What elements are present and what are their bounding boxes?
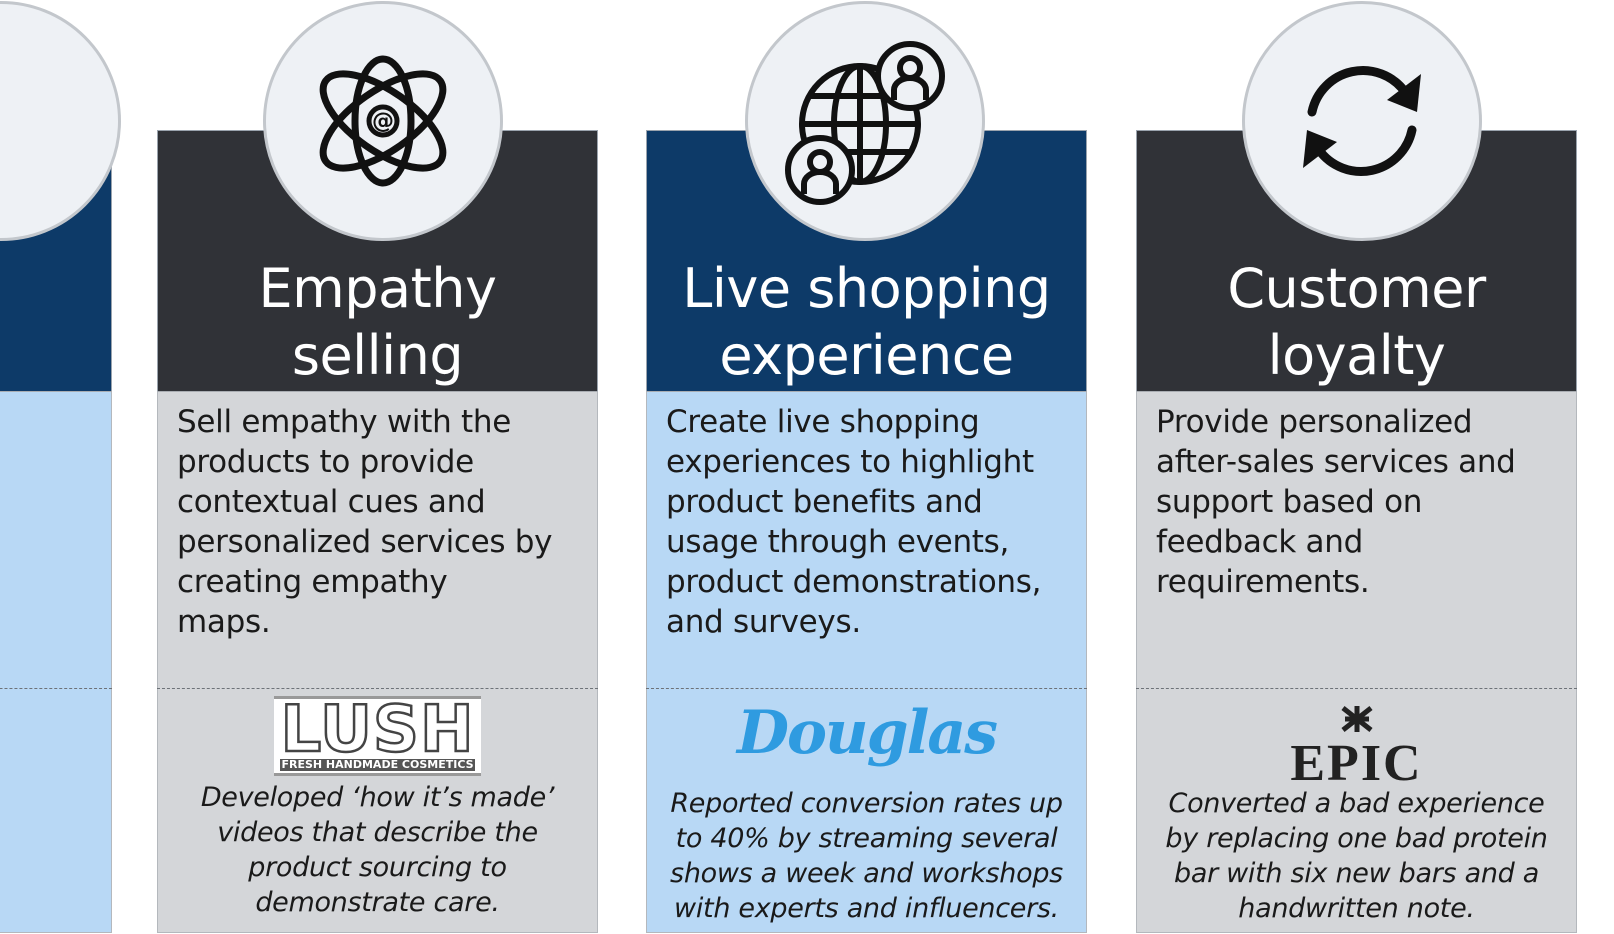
card-title: r: [0, 256, 112, 322]
card-body: [157, 391, 598, 933]
card-description: requirements.: [1156, 564, 1370, 600]
card-title: Customer: [1227, 257, 1486, 320]
example-text: Reported conversion rates up: [670, 788, 1063, 819]
card-title: ce: [0, 323, 112, 389]
logo-emblem: [1340, 706, 1373, 732]
card-description: Create live shopping: [666, 404, 980, 440]
logo-text: LUSH: [279, 693, 475, 767]
example-text: e the: [0, 815, 112, 850]
logo-box: LUSH FRESH HANDMADE COSMETICS: [274, 693, 481, 776]
card-body: [0, 391, 112, 933]
example-text: product sourcing to: [248, 852, 507, 883]
card-description: personalized services by: [177, 524, 553, 560]
card-description: Sell empathy with the: [177, 404, 511, 440]
card-body: [646, 391, 1087, 933]
card-description: creating empathy: [177, 564, 448, 600]
card-title: Live shopping: [682, 257, 1051, 320]
refresh-icon: [1303, 66, 1421, 176]
card-description: after-sales services and: [1156, 444, 1516, 480]
example-text: ough: [0, 850, 112, 885]
svg-text:@: @: [372, 109, 394, 134]
globe-icon: [785, 41, 945, 205]
icon-circle: [745, 1, 985, 241]
card-title: Empathy: [258, 257, 497, 320]
card-description: maps.: [177, 604, 271, 640]
divider: [1136, 688, 1577, 689]
example-text: videos that describe the: [217, 817, 538, 848]
example-text: shows a week and workshops: [670, 858, 1063, 889]
icon-circle: @: [263, 1, 503, 241]
example-text: bar with six new bars and a: [1173, 858, 1539, 889]
card-description: and surveys.: [666, 604, 861, 640]
card-title: experience: [719, 324, 1014, 387]
card-description: support based on: [1156, 484, 1423, 520]
icon-circle: [1242, 1, 1482, 241]
atom-icon: @: [319, 55, 447, 187]
card: rceualtour ofe theoughn.: [0, 130, 112, 933]
example-text: handwritten note.: [1238, 893, 1475, 924]
card-description: product demonstrations,: [666, 564, 1042, 600]
example-text: with experts and influencers.: [674, 893, 1059, 924]
logo: EPIC: [1136, 704, 1577, 790]
example-text: by replacing one bad protein: [1165, 823, 1548, 854]
logo: LUSH FRESH HANDMADE COSMETICS: [157, 696, 598, 776]
card-description: products to provide: [177, 444, 474, 480]
example-text: Converted a bad experience: [1168, 788, 1545, 819]
card: Empathy selling Sell empathy with the produ…: [157, 130, 598, 933]
logo-tagline: FRESH HANDMADE COSMETICS: [280, 758, 475, 771]
card-description: contextual cues and: [177, 484, 486, 520]
card-description: product benefits and: [666, 484, 983, 520]
example-text: to 40% by streaming several: [675, 823, 1058, 854]
divider: [0, 688, 112, 689]
example-text: demonstrate care.: [255, 887, 500, 918]
card-description: usage through events,: [666, 524, 1010, 560]
logo: Douglas: [646, 698, 1087, 768]
card: Customer loyalty Provide personalized after…: [1136, 130, 1577, 933]
logo-text: Douglas: [736, 698, 998, 768]
example-text: n.: [0, 885, 112, 920]
divider: [646, 688, 1087, 689]
card-description: experiences to highlight: [666, 444, 1034, 480]
card-body: [1136, 391, 1577, 933]
divider: [157, 688, 598, 689]
example-text: Developed ‘how it’s made’: [200, 782, 555, 813]
card-title: loyalty: [1267, 324, 1446, 387]
card: Live shopping experience Create live shopp…: [646, 130, 1087, 933]
card-title: selling: [291, 324, 464, 387]
logo-text: EPIC: [1290, 735, 1423, 792]
example-text: tour of: [0, 780, 112, 815]
card-description: Provide personalized: [1156, 404, 1473, 440]
card-description: feedback and: [1156, 524, 1363, 560]
